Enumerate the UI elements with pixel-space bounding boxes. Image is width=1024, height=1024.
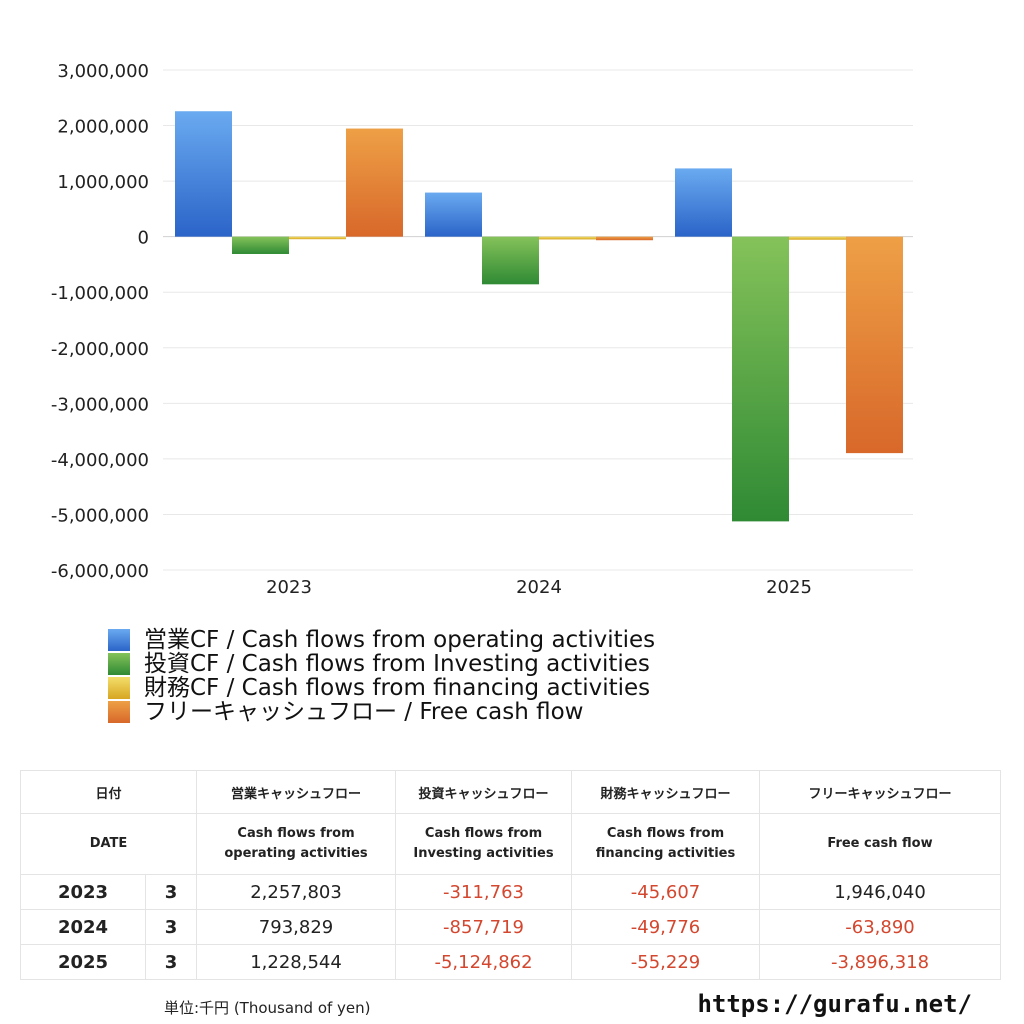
row-operating: 2,257,803: [196, 874, 397, 910]
header-free-en: Free cash flow: [759, 813, 1002, 875]
header-free-jp: フリーキャッシュフロー: [759, 770, 1002, 814]
cash-flow-table: 日付 営業キャッシュフロー 投資キャッシュフロー 財務キャッシュフロー フリーキ…: [19, 770, 1002, 980]
y-tick-label: 0: [138, 228, 149, 249]
y-tick-label: -5,000,000: [51, 505, 149, 526]
y-tick-label: -2,000,000: [51, 339, 149, 360]
x-tick-label: 2023: [266, 577, 312, 598]
x-tick-label: 2025: [766, 577, 812, 598]
bar-operating-2023: [175, 111, 232, 237]
y-tick-label: 2,000,000: [57, 117, 149, 138]
header-financing-en: Cash flows from financing activities: [571, 813, 761, 875]
bar-financing-2023: [289, 236, 346, 240]
site-url: https://gurafu.net/: [697, 990, 972, 1018]
legend-item-investing: 投資CF / Cash flows from Investing activit…: [108, 652, 655, 676]
bar-investing-2025: [732, 236, 789, 522]
row-investing: -857,719: [395, 909, 573, 945]
row-free: -3,896,318: [759, 944, 1002, 980]
row-financing: -45,607: [571, 874, 761, 910]
legend-label-free: フリーキャッシュフロー / Free cash flow: [144, 699, 584, 725]
table-row: 2023 3 2,257,803 -311,763 -45,607 1,946,…: [20, 874, 1002, 910]
row-free: 1,946,040: [759, 874, 1002, 910]
row-investing: -311,763: [395, 874, 573, 910]
bar-investing-2023: [232, 236, 289, 254]
legend-swatch-operating: [108, 629, 130, 651]
table-header-en: DATE Cash flows from operating activitie…: [19, 813, 1002, 875]
bar-investing-2024: [482, 236, 539, 285]
legend-item-operating: 営業CF / Cash flows from operating activit…: [108, 628, 655, 652]
legend-swatch-investing: [108, 653, 130, 675]
x-axis-ticks: 2023 2024 2025: [266, 577, 812, 598]
row-free: -63,890: [759, 909, 1002, 945]
bar-financing-2025: [789, 236, 846, 240]
legend-label-investing: 投資CF / Cash flows from Investing activit…: [144, 651, 650, 677]
bar-free-2024: [596, 236, 653, 241]
header-operating-jp: 営業キャッシュフロー: [196, 770, 397, 814]
y-tick-label: 1,000,000: [57, 172, 149, 193]
header-financing-jp: 財務キャッシュフロー: [571, 770, 761, 814]
bar-operating-2024: [425, 192, 482, 237]
row-month: 3: [144, 874, 198, 910]
header-date-jp: 日付: [19, 770, 198, 814]
unit-note: 単位:千円 (Thousand of yen): [164, 999, 371, 1017]
legend-label-financing: 財務CF / Cash flows from financing activit…: [144, 675, 651, 701]
bar-series: [175, 111, 903, 522]
header-date-en: DATE: [19, 813, 198, 875]
cash-flow-bar-chart: 3,000,000 2,000,000 1,000,000 0 -1,000,000 -2…: [51, 61, 913, 598]
y-axis-ticks: 3,000,000 2,000,000 1,000,000 0 -1,000,000 -2…: [51, 61, 149, 582]
table-row: 2025 3 1,228,544 -5,124,862 -55,229 -3,8…: [20, 944, 1002, 980]
legend-label-operating: 営業CF / Cash flows from operating activit…: [144, 627, 656, 653]
header-operating-en: Cash flows from operating activities: [196, 813, 397, 875]
legend-item-free: フリーキャッシュフロー / Free cash flow: [108, 700, 655, 724]
table-row: 2024 3 793,829 -857,719 -49,776 -63,890: [20, 909, 1002, 945]
legend-item-financing: 財務CF / Cash flows from financing activit…: [108, 676, 655, 700]
row-investing: -5,124,862: [395, 944, 573, 980]
row-year: 2023: [20, 874, 146, 910]
row-financing: -49,776: [571, 909, 761, 945]
row-year: 2024: [20, 909, 146, 945]
y-tick-label: 3,000,000: [57, 61, 149, 82]
bar-financing-2024: [539, 236, 596, 240]
x-tick-label: 2024: [516, 577, 562, 598]
legend-swatch-free: [108, 701, 130, 723]
y-tick-label: -4,000,000: [51, 450, 149, 471]
row-operating: 1,228,544: [196, 944, 397, 980]
legend-swatch-financing: [108, 677, 130, 699]
header-investing-jp: 投資キャッシュフロー: [395, 770, 573, 814]
bar-free-2023: [346, 128, 403, 237]
y-tick-label: -1,000,000: [51, 283, 149, 304]
row-month: 3: [144, 944, 198, 980]
chart-grid: [163, 69, 913, 571]
row-month: 3: [144, 909, 198, 945]
y-tick-label: -3,000,000: [51, 394, 149, 415]
header-investing-en: Cash flows from Investing activities: [395, 813, 573, 875]
table-header-jp: 日付 営業キャッシュフロー 投資キャッシュフロー 財務キャッシュフロー フリーキ…: [19, 770, 1002, 814]
row-financing: -55,229: [571, 944, 761, 980]
y-tick-label: -6,000,000: [51, 561, 149, 582]
bar-free-2025: [846, 236, 903, 454]
chart-legend: 営業CF / Cash flows from operating activit…: [108, 628, 655, 724]
bar-operating-2025: [675, 168, 732, 237]
row-operating: 793,829: [196, 909, 397, 945]
row-year: 2025: [20, 944, 146, 980]
